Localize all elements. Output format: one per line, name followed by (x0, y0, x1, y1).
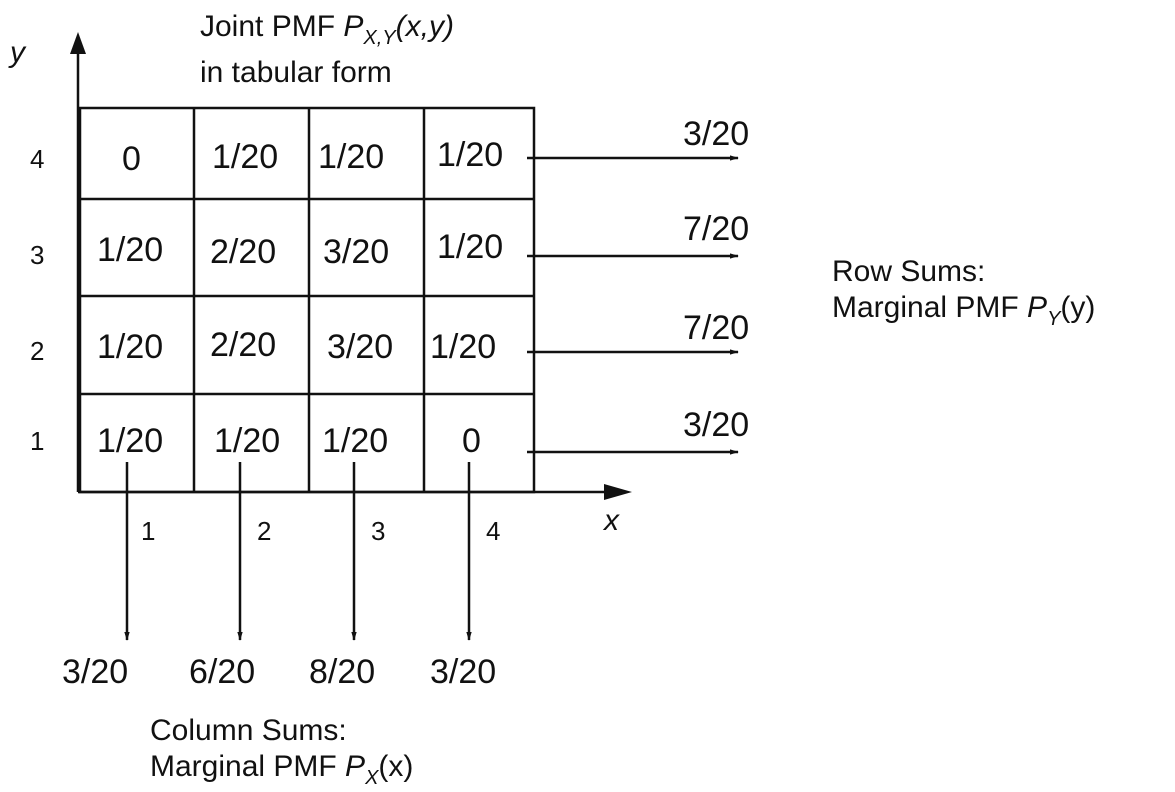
table-cell: 3/20 (323, 233, 389, 271)
row-sum-value: 3/20 (683, 406, 749, 444)
column-sums-caption: Column Sums: (150, 714, 347, 747)
y-tick-label: 2 (30, 336, 44, 366)
table-border (78, 106, 536, 494)
x-tick-label: 4 (486, 516, 500, 546)
row-sum-value: 7/20 (683, 210, 749, 248)
table-cell: 0 (462, 422, 481, 460)
pmf-table-grid (78, 106, 536, 494)
column-sum-value: 6/20 (189, 653, 255, 691)
y-tick-label: 4 (30, 144, 44, 174)
table-cell: 1/20 (97, 328, 163, 366)
table-cell: 1/20 (97, 422, 163, 460)
column-sum-arrows (124, 462, 472, 641)
column-sum-value: 8/20 (309, 653, 375, 691)
table-cell: 1/20 (437, 136, 503, 174)
row-sum-value: 7/20 (683, 309, 749, 347)
table-cell: 1/20 (212, 138, 278, 176)
table-cell: 1/20 (322, 422, 388, 460)
table-cell: 1/20 (318, 138, 384, 176)
column-sums-pmf-label: Marginal PMF PX(x) (150, 750, 413, 787)
x-tick-label: 1 (141, 516, 155, 546)
title-line-2: in tabular form (200, 56, 392, 89)
column-sum-value: 3/20 (62, 653, 128, 691)
table-cell: 1/20 (437, 228, 503, 266)
table-cell: 2/20 (210, 233, 276, 271)
y-axis-label: y (8, 36, 27, 69)
row-sum-value: 3/20 (683, 115, 749, 153)
y-axis-arrowhead (70, 32, 86, 54)
row-sums-pmf-label: Marginal PMF PY(y) (832, 291, 1095, 330)
table-cell: 3/20 (327, 328, 393, 366)
column-sum-value: 3/20 (430, 653, 496, 691)
table-cell: 1/20 (214, 422, 280, 460)
title-line-1: Joint PMF PX,Y(x,y) (200, 10, 454, 49)
row-sums-caption: Row Sums: (832, 255, 985, 288)
y-tick-label: 3 (30, 240, 44, 270)
x-axis-label: x (602, 504, 620, 537)
y-tick-label: 1 (30, 426, 44, 456)
row-sum-arrows (527, 155, 739, 455)
table-cell: 1/20 (430, 328, 496, 366)
table-cell: 0 (122, 140, 141, 178)
table-cell: 1/20 (97, 231, 163, 269)
x-tick-label: 3 (371, 516, 385, 546)
x-tick-label: 2 (257, 516, 271, 546)
table-cell: 2/20 (210, 326, 276, 364)
x-axis-arrowhead (604, 484, 632, 500)
